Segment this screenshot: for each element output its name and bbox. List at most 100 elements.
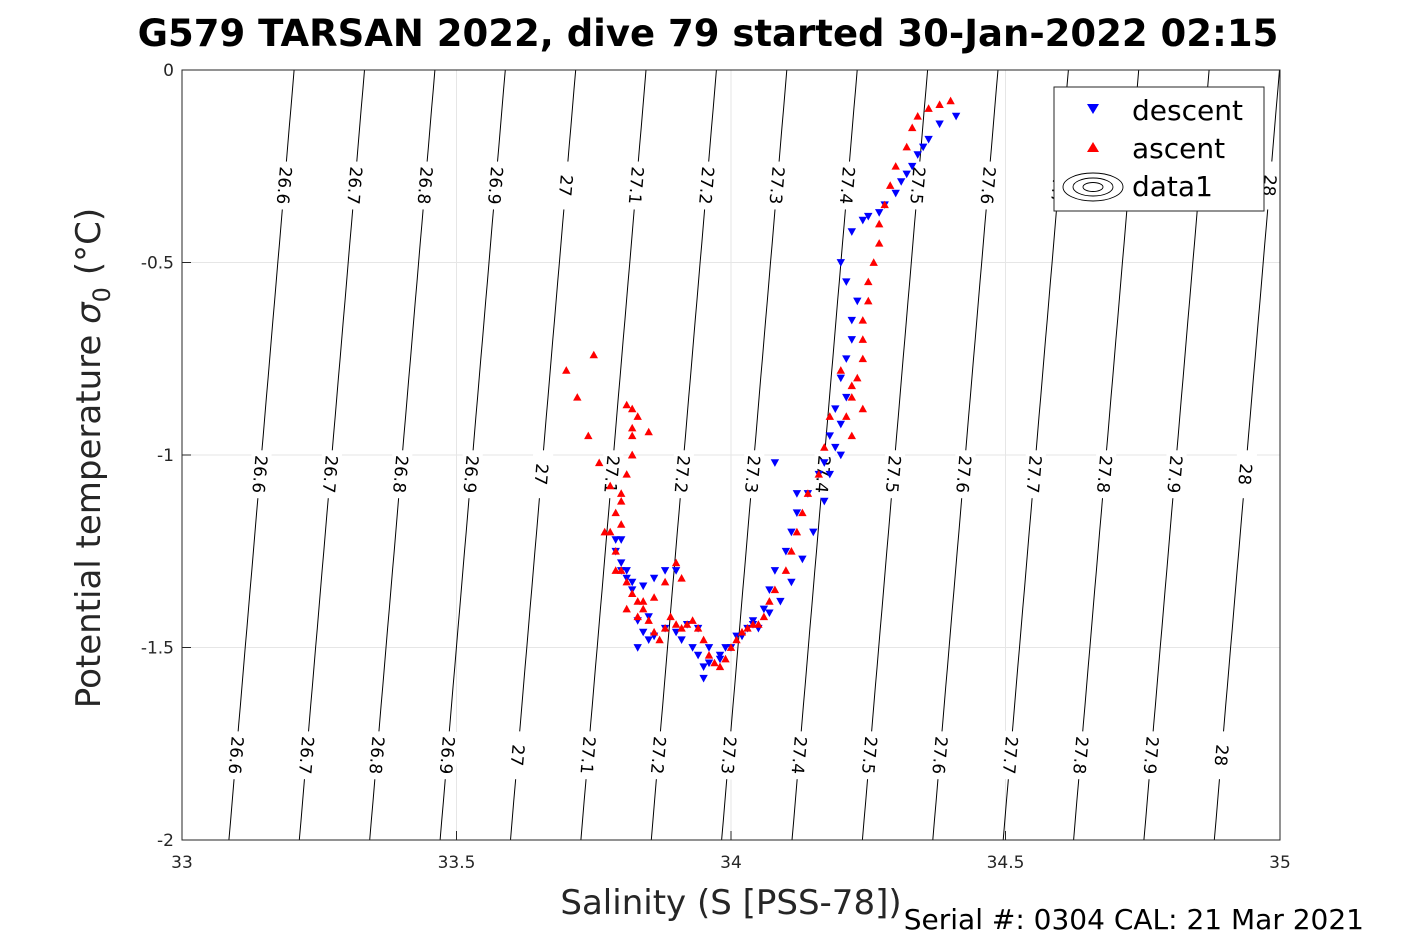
ascent-point: [858, 335, 867, 343]
ascent-point: [853, 373, 862, 382]
contour-label: 28: [1233, 463, 1255, 486]
contour-label: 26.7: [294, 736, 317, 775]
contour-label: 27.6: [927, 736, 950, 775]
ascent-point: [836, 366, 845, 374]
contour-label-bg: [716, 730, 741, 781]
contour-label: 26.8: [388, 454, 411, 493]
descent-point: [633, 644, 642, 652]
contour-label: 27.9: [1139, 736, 1162, 775]
contour-label-bg: [413, 160, 438, 211]
descent-point: [787, 528, 796, 537]
contour-label: 27.8: [1068, 736, 1091, 775]
descent-point: [842, 393, 851, 402]
contour-label-bg: [529, 449, 554, 500]
ascent-point: [924, 104, 933, 112]
ascent-point: [858, 354, 867, 363]
descent-point: [809, 528, 818, 537]
contour-label-bg: [272, 160, 297, 211]
descent-point: [913, 151, 922, 159]
contour-label-bg: [927, 730, 952, 781]
contour-label-bg: [364, 730, 389, 781]
x-tick-label: 34.5: [987, 853, 1025, 873]
contour-label-bg: [483, 160, 508, 211]
ascent-point: [908, 123, 917, 132]
descent-point: [639, 628, 648, 637]
contour-label-bg: [1092, 449, 1117, 500]
ascent-point: [737, 627, 747, 636]
descent-point: [935, 120, 944, 129]
ascent-point: [699, 635, 708, 644]
ascent-point: [671, 558, 681, 567]
ascent-point: [628, 589, 637, 597]
contour-label: 27.2: [694, 166, 717, 205]
ascent-point: [825, 412, 834, 420]
descent-point: [644, 636, 653, 644]
ascent-point: [902, 142, 911, 151]
contour-label-bg: [553, 160, 578, 211]
ascent-point: [633, 597, 642, 605]
ascent-point: [682, 620, 692, 628]
ascent-point: [803, 489, 813, 497]
ascent-point: [847, 431, 856, 440]
ascent-point: [847, 393, 856, 401]
contour-label: 26.8: [364, 736, 387, 775]
descent-point: [836, 451, 845, 460]
descent-point: [897, 178, 906, 186]
contour-label-bg: [624, 160, 649, 211]
contour-label-bg: [599, 449, 624, 500]
descent-point: [792, 490, 802, 498]
descent-point: [951, 112, 961, 121]
x-axis-label: Salinity (S [PSS-78]): [560, 883, 901, 923]
ascent-point: [644, 427, 653, 436]
ascent-point: [622, 577, 631, 586]
ascent-point: [584, 431, 593, 440]
contour-label: 27.1: [575, 736, 598, 775]
descent-point: [704, 659, 714, 668]
x-tick-label: 33.5: [438, 853, 476, 873]
ascent-point: [633, 412, 642, 420]
ascent-point: [798, 508, 807, 517]
descent-point: [820, 459, 829, 467]
contour-label-bg: [294, 730, 319, 781]
ascent-point: [611, 508, 620, 517]
contour-label-bg: [670, 449, 695, 500]
ascent-point: [704, 651, 714, 659]
descent-point: [825, 432, 834, 440]
ascent-point: [814, 470, 823, 478]
ascent-point: [935, 100, 944, 108]
legend-descent-marker: [1087, 104, 1099, 114]
contour-label: 27.2: [670, 454, 693, 493]
ascent-point: [622, 470, 631, 478]
ascent-point: [589, 350, 598, 359]
descent-point: [836, 420, 845, 429]
contour-label: 26.6: [247, 454, 270, 493]
ascent-point: [639, 597, 648, 605]
contour-label: 27.8: [1092, 454, 1115, 493]
y-axis-label: Potential temperature σ0 (°C): [69, 208, 116, 708]
y-tick-label: -1: [157, 446, 174, 466]
contour-label: 27.1: [599, 454, 622, 493]
ascent-point: [649, 593, 659, 601]
ascent-point: [628, 404, 637, 413]
contour-label-bg: [342, 160, 367, 211]
descent-point: [842, 278, 851, 286]
contour-label: 26.9: [435, 736, 458, 775]
descent-point: [847, 336, 856, 344]
ascent-point: [858, 316, 867, 324]
descent-point: [721, 644, 730, 652]
ascent-point: [677, 574, 686, 582]
contour-label: 27.5: [905, 166, 928, 205]
contour-label-bg: [787, 730, 812, 781]
ascent-point: [628, 423, 637, 432]
ascent-point: [842, 412, 851, 420]
ascent-point: [875, 219, 884, 228]
y-axis-label-unit: (°C): [69, 208, 109, 275]
ascent-point: [677, 624, 686, 632]
contour-label: 26.7: [342, 166, 365, 205]
ascent-point: [726, 643, 736, 651]
ascent-point: [875, 239, 884, 247]
ascent-point: [787, 547, 796, 555]
contour-label-bg: [646, 730, 671, 781]
descent-point: [628, 578, 637, 587]
